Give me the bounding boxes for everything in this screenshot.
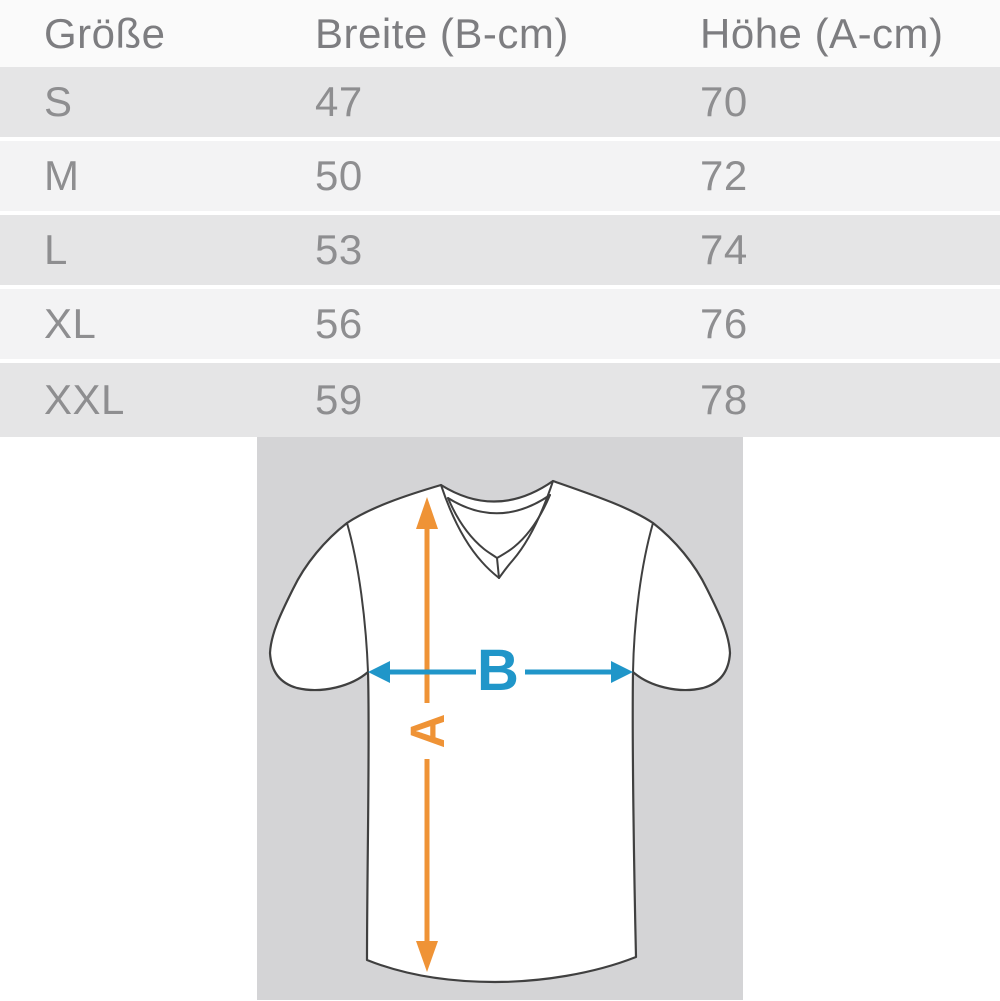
table-header-row: Größe Breite (B-cm) Höhe (A-cm): [0, 0, 1000, 67]
size-cell: XL: [44, 300, 97, 347]
width-cell: 50: [315, 152, 363, 199]
width-cell: 56: [315, 300, 363, 347]
collar-inner-v-left: [447, 497, 498, 559]
height-cell: 70: [700, 78, 748, 125]
table-body: S 47 70 M 50 72 L 53 74 XL 56 76 XXL 59 …: [0, 67, 1000, 437]
width-label-b: B: [477, 638, 519, 703]
table-row: S 47 70: [0, 67, 1000, 137]
height-cell: 72: [700, 152, 748, 199]
right-armhole-seam: [632, 522, 654, 673]
collar-inner-back-curve: [447, 494, 551, 515]
table-row: M 50 72: [0, 141, 1000, 211]
arrowhead-down-icon: [416, 941, 438, 972]
arrowhead-right-icon: [611, 661, 633, 683]
tshirt-illustration: A B: [268, 479, 732, 984]
width-cell: 53: [315, 226, 363, 273]
tshirt-body-outline: [268, 479, 732, 984]
table-row: L 53 74: [0, 215, 1000, 285]
arrowhead-left-icon: [368, 661, 390, 683]
collar-mitre-seam: [496, 557, 500, 579]
height-cell: 74: [700, 226, 748, 273]
header-hoehe: Höhe (A-cm): [700, 9, 944, 57]
arrowhead-up-icon: [416, 497, 438, 529]
size-cell: S: [44, 78, 73, 125]
height-cell: 78: [700, 376, 748, 423]
width-cell: 47: [315, 78, 363, 125]
size-cell: M: [44, 152, 80, 199]
header-groesse: Größe: [44, 9, 166, 57]
collar-inner-v-right: [496, 494, 551, 559]
header-breite: Breite (B-cm): [315, 9, 569, 57]
height-label-a: A: [402, 714, 455, 749]
table-row: XL 56 76: [0, 289, 1000, 359]
table-row: XXL 59 78: [0, 363, 1000, 437]
collar-outer-v-right: [498, 480, 554, 579]
tshirt-measurement-diagram: A B: [257, 437, 743, 1000]
collar-outer-v-left: [440, 484, 500, 579]
size-cell: XXL: [44, 376, 125, 423]
width-cell: 59: [315, 376, 363, 423]
width-arrow-b: B: [368, 635, 633, 707]
height-cell: 76: [700, 300, 748, 347]
left-armhole-seam: [346, 522, 369, 673]
size-cell: L: [44, 226, 68, 273]
size-chart-table: Größe Breite (B-cm) Höhe (A-cm) S 47 70 …: [0, 0, 1000, 437]
